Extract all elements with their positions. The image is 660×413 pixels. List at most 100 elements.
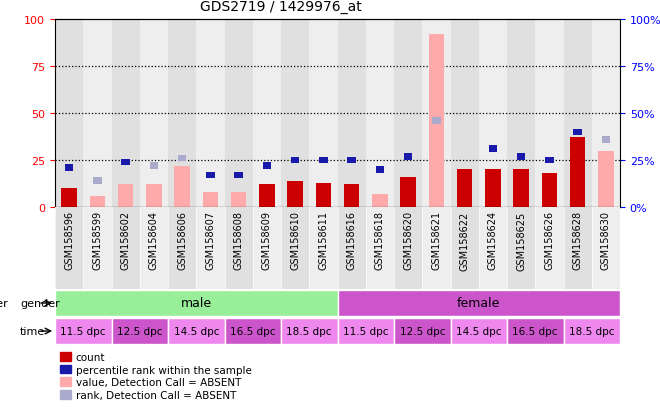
Bar [376, 167, 384, 173]
Bar [372, 195, 387, 207]
Bar [61, 189, 77, 207]
Bar [488, 146, 497, 153]
Text: GSM158604: GSM158604 [149, 211, 159, 270]
Bar [287, 181, 303, 207]
Bar [118, 185, 133, 207]
Bar [112, 318, 168, 344]
Bar [224, 20, 253, 207]
Bar [422, 20, 451, 207]
Bar [234, 172, 243, 179]
Bar [457, 170, 473, 207]
Bar [451, 318, 507, 344]
Bar [535, 20, 564, 207]
Bar [310, 20, 337, 207]
Bar [55, 318, 112, 344]
Bar [432, 118, 441, 124]
Bar [513, 170, 529, 207]
Bar [140, 20, 168, 207]
Bar [337, 291, 620, 316]
Bar [428, 35, 444, 207]
Bar [404, 154, 412, 160]
Bar [231, 192, 246, 207]
Bar [485, 170, 501, 207]
Text: GSM158625: GSM158625 [516, 211, 526, 270]
Text: 11.5 dpc: 11.5 dpc [343, 326, 389, 336]
Text: time: time [20, 326, 46, 336]
Bar [315, 183, 331, 207]
Bar [121, 159, 130, 166]
Text: GSM158608: GSM158608 [234, 211, 244, 270]
Bar [140, 207, 168, 289]
Text: GSM158628: GSM158628 [573, 211, 583, 270]
Text: GSM158620: GSM158620 [403, 211, 413, 270]
Text: GSM158596: GSM158596 [64, 211, 74, 270]
Text: 16.5 dpc: 16.5 dpc [513, 326, 558, 336]
Bar [507, 318, 564, 344]
Bar [574, 129, 582, 136]
Text: GSM158611: GSM158611 [318, 211, 329, 270]
Bar [281, 318, 337, 344]
Bar [55, 20, 83, 207]
Text: GSM158599: GSM158599 [92, 211, 102, 270]
Bar [196, 207, 224, 289]
Bar [65, 165, 73, 171]
Bar [55, 291, 337, 316]
Bar [451, 207, 478, 289]
Text: GSM158618: GSM158618 [375, 211, 385, 270]
Bar [253, 20, 281, 207]
Bar [401, 178, 416, 207]
Bar [168, 318, 224, 344]
Text: GDS2719 / 1429976_at: GDS2719 / 1429976_at [200, 0, 362, 14]
Text: GSM158606: GSM158606 [177, 211, 187, 270]
Bar [394, 318, 451, 344]
Bar [203, 192, 218, 207]
Bar [168, 20, 196, 207]
Bar [570, 138, 585, 207]
Bar [347, 157, 356, 164]
Bar [146, 185, 162, 207]
Bar [478, 20, 507, 207]
Bar [310, 207, 337, 289]
Bar [394, 20, 422, 207]
Text: 12.5 dpc: 12.5 dpc [399, 326, 445, 336]
Bar [55, 207, 83, 289]
Bar [337, 207, 366, 289]
Bar [112, 207, 140, 289]
Text: GSM158621: GSM158621 [432, 211, 442, 270]
Bar [224, 318, 281, 344]
Bar [422, 207, 451, 289]
Text: gender: gender [0, 298, 9, 308]
Bar [90, 196, 105, 207]
Bar [319, 157, 327, 164]
Bar [253, 207, 281, 289]
Bar [545, 157, 554, 164]
Text: GSM158610: GSM158610 [290, 211, 300, 270]
Text: male: male [181, 297, 212, 310]
Bar [564, 20, 592, 207]
Text: GSM158626: GSM158626 [544, 211, 554, 270]
Text: GSM158616: GSM158616 [346, 211, 356, 270]
Text: 11.5 dpc: 11.5 dpc [61, 326, 106, 336]
Bar [366, 20, 394, 207]
Bar [337, 20, 366, 207]
Bar [394, 207, 422, 289]
Bar [291, 157, 300, 164]
Text: female: female [457, 297, 500, 310]
Text: GSM158609: GSM158609 [262, 211, 272, 270]
Bar [535, 207, 564, 289]
Text: 14.5 dpc: 14.5 dpc [174, 326, 219, 336]
Bar [564, 318, 620, 344]
Text: GSM158624: GSM158624 [488, 211, 498, 270]
Text: 14.5 dpc: 14.5 dpc [456, 326, 502, 336]
Text: 18.5 dpc: 18.5 dpc [569, 326, 614, 336]
Text: GSM158602: GSM158602 [121, 211, 131, 270]
Legend: count, percentile rank within the sample, value, Detection Call = ABSENT, rank, : count, percentile rank within the sample… [60, 352, 251, 400]
Text: GSM158630: GSM158630 [601, 211, 611, 270]
Bar [598, 151, 614, 207]
Bar [602, 137, 610, 143]
Bar [168, 207, 196, 289]
Bar [281, 207, 310, 289]
Bar [592, 20, 620, 207]
Bar [93, 178, 102, 185]
Bar [564, 207, 592, 289]
